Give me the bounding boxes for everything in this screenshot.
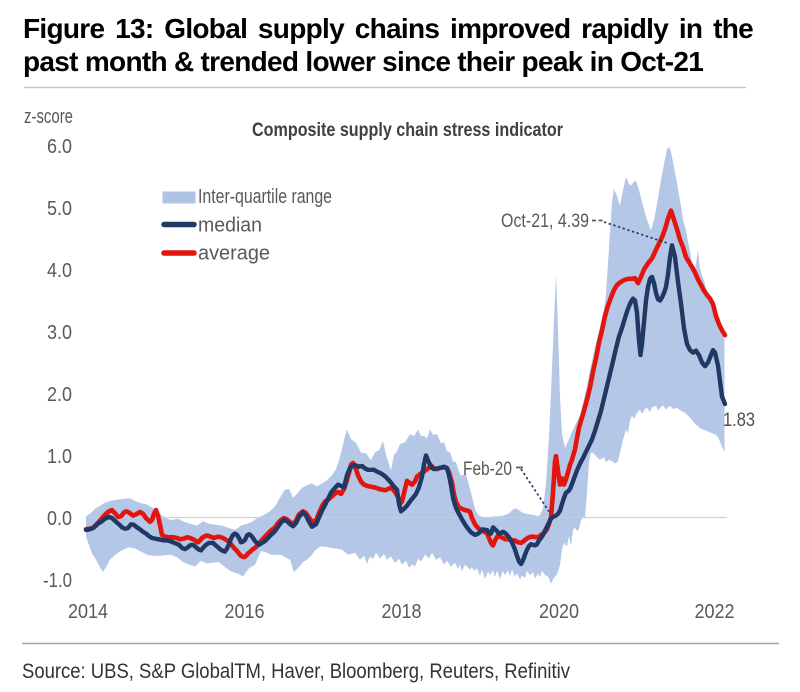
svg-text:1.83: 1.83 — [723, 410, 755, 431]
svg-text:median: median — [198, 215, 262, 237]
svg-text:2.0: 2.0 — [47, 384, 72, 406]
svg-text:2016: 2016 — [225, 601, 265, 623]
svg-text:-1.0: -1.0 — [43, 570, 72, 592]
svg-text:6.0: 6.0 — [47, 136, 72, 158]
svg-text:average: average — [198, 243, 270, 265]
svg-text:2014: 2014 — [68, 601, 108, 623]
svg-text:Oct-21, 4.39: Oct-21, 4.39 — [501, 211, 589, 232]
svg-text:0.0: 0.0 — [47, 508, 72, 530]
svg-text:z-score: z-score — [24, 106, 73, 128]
svg-text:2018: 2018 — [382, 601, 422, 623]
svg-text:2020: 2020 — [539, 601, 579, 623]
svg-text:2022: 2022 — [695, 601, 735, 623]
svg-text:1.0: 1.0 — [47, 446, 72, 468]
svg-text:Composite supply chain stress: Composite supply chain stress indicator — [252, 120, 564, 141]
svg-text:Source: UBS, S&P GlobalTM, Hav: Source: UBS, S&P GlobalTM, Haver, Bloomb… — [22, 660, 570, 683]
svg-text:Feb-20: Feb-20 — [463, 459, 512, 480]
svg-text:3.0: 3.0 — [47, 322, 72, 344]
svg-text:4.0: 4.0 — [47, 260, 72, 282]
svg-text:Inter-quartile range: Inter-quartile range — [198, 186, 332, 208]
svg-text:5.0: 5.0 — [47, 198, 72, 220]
